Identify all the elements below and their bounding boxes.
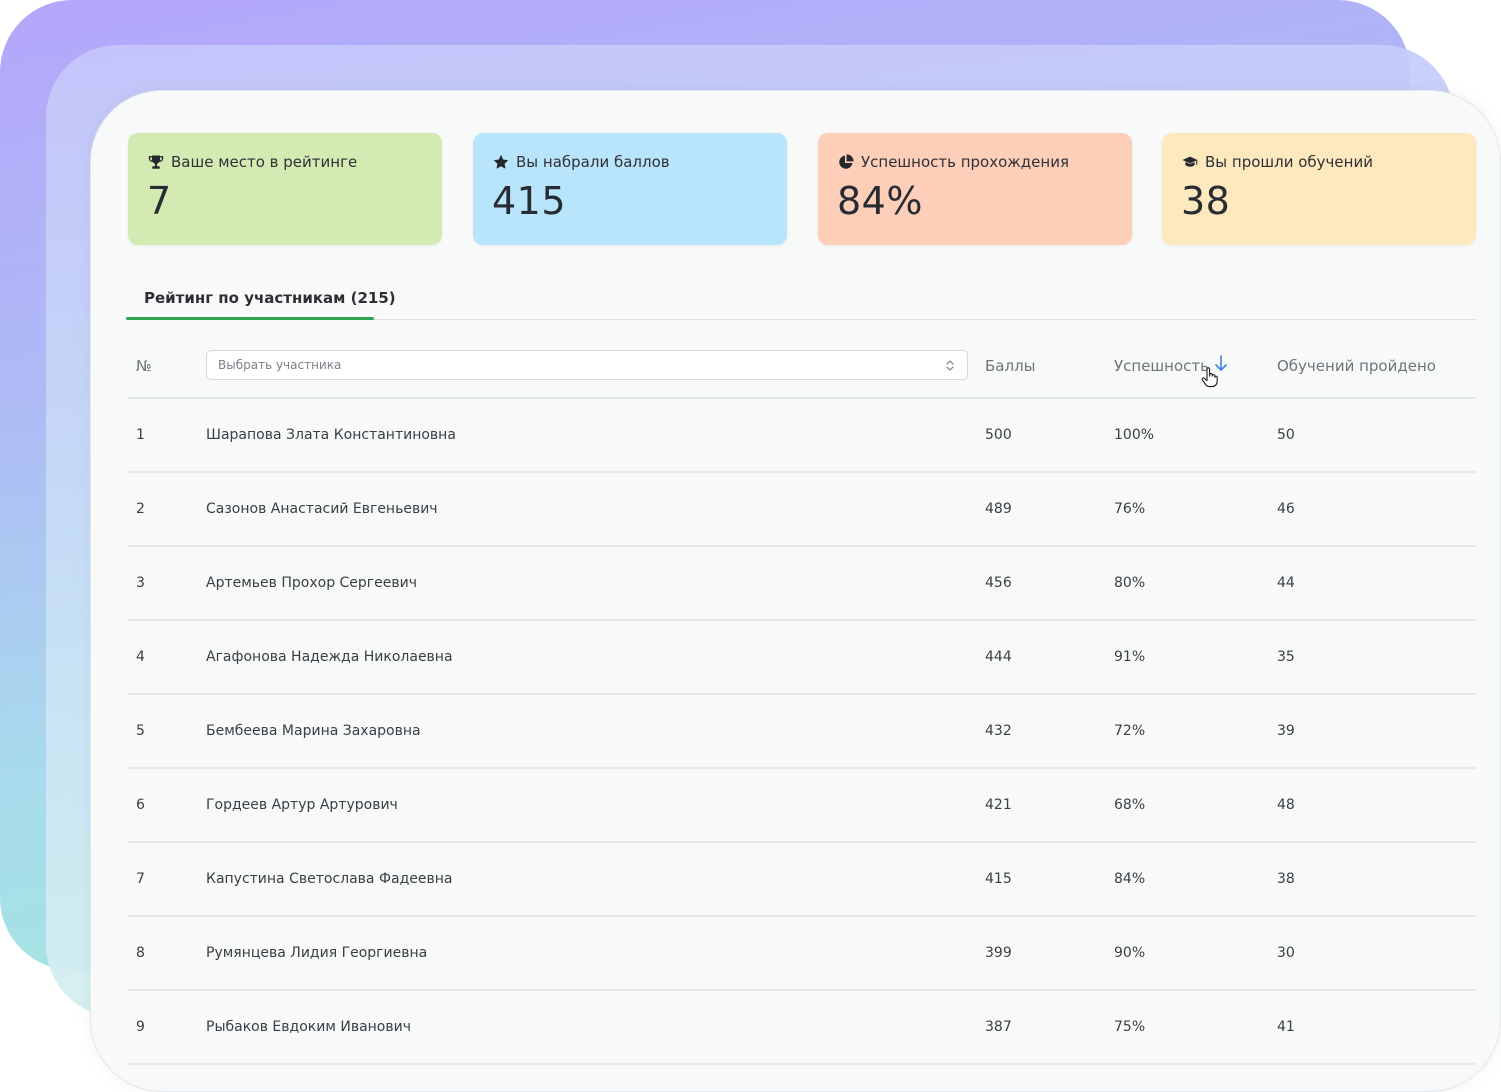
stat-value: 38 [1181,179,1231,223]
row-success: 80% [1114,575,1146,591]
table-row[interactable]: 7 Капустина Светослава Фадеевна 415 84% … [128,843,1476,917]
stat-card-success: Успешность прохождения 84% [818,133,1132,245]
row-number: 4 [136,649,145,665]
row-completed: 38 [1277,871,1295,887]
row-name: Артемьев Прохор Сергеевич [206,575,418,591]
table-header: № Выбрать участника Баллы Успешность Обу… [128,331,1476,399]
tab-divider [126,319,1476,320]
table-row[interactable]: 1 Шарапова Злата Константиновна 500 100%… [128,399,1476,473]
trophy-icon [148,155,164,169]
stat-value: 7 [147,179,172,223]
stat-value: 84% [837,179,923,223]
row-completed: 35 [1277,649,1295,665]
table-row[interactable]: 9 Рыбаков Евдоким Иванович 387 75% 41 [128,991,1476,1065]
row-name: Сазонов Анастасий Евгеньевич [206,501,438,517]
row-completed: 50 [1277,427,1295,443]
table-row[interactable]: 6 Гордеев Артур Артурович 421 68% 48 [128,769,1476,843]
stat-label-text: Вы прошли обучений [1205,153,1373,171]
table-row[interactable]: 5 Бембеева Марина Захаровна 432 72% 39 [128,695,1476,769]
row-number: 7 [136,871,145,887]
row-completed: 44 [1277,575,1295,591]
row-number: 6 [136,797,145,813]
header-number: № [136,357,152,375]
star-icon [493,154,509,169]
rating-panel: Ваше место в рейтинге 7 Вы набрали балло… [90,90,1501,1092]
table-row[interactable]: 8 Румянцева Лидия Георгиевна 399 90% 30 [128,917,1476,991]
stats-row: Ваше место в рейтинге 7 Вы набрали балло… [128,133,1476,245]
row-success: 72% [1114,723,1146,739]
row-score: 500 [985,427,1012,443]
row-number: 5 [136,723,145,739]
participant-select-placeholder: Выбрать участника [218,358,342,372]
participant-select[interactable]: Выбрать участника [206,350,968,380]
row-number: 9 [136,1019,145,1035]
sort-arrow-down-icon[interactable] [1214,355,1228,372]
row-success: 76% [1114,501,1146,517]
row-score: 489 [985,501,1012,517]
row-name: Рыбаков Евдоким Иванович [206,1019,411,1035]
table-row[interactable]: 4 Агафонова Надежда Николаевна 444 91% 3… [128,621,1476,695]
row-score: 387 [985,1019,1012,1035]
graduation-cap-icon [1182,156,1198,167]
row-number: 1 [136,427,145,443]
header-completed[interactable]: Обучений пройдено [1277,357,1436,375]
row-success: 90% [1114,945,1146,961]
chevron-up-down-icon [946,360,954,371]
hand-cursor-icon [1201,367,1218,388]
header-score[interactable]: Баллы [985,357,1036,375]
row-name: Шарапова Злата Константиновна [206,427,456,443]
table-row[interactable]: 2 Сазонов Анастасий Евгеньевич 489 76% 4… [128,473,1476,547]
tab-active-indicator [126,317,374,320]
row-number: 2 [136,501,145,517]
row-name: Бембеева Марина Захаровна [206,723,421,739]
row-number: 3 [136,575,145,591]
row-success: 100% [1114,427,1155,443]
row-name: Капустина Светослава Фадеевна [206,871,453,887]
row-success: 68% [1114,797,1146,813]
row-success: 84% [1114,871,1146,887]
pie-chart-icon [839,154,854,169]
stat-label-text: Вы набрали баллов [516,153,670,171]
row-score: 415 [985,871,1012,887]
row-completed: 41 [1277,1019,1295,1035]
row-success: 91% [1114,649,1146,665]
row-score: 432 [985,723,1012,739]
stat-label-text: Успешность прохождения [861,153,1069,171]
rating-table: № Выбрать участника Баллы Успешность Обу… [128,331,1476,1065]
row-completed: 46 [1277,501,1295,517]
tab-participants-rating[interactable]: Рейтинг по участникам (215) [144,289,396,307]
row-completed: 48 [1277,797,1295,813]
stat-card-points: Вы набрали баллов 415 [473,133,787,245]
row-score: 421 [985,797,1012,813]
stat-label-text: Ваше место в рейтинге [171,153,358,171]
stat-value: 415 [492,179,567,223]
stat-card-rank: Ваше место в рейтинге 7 [128,133,442,245]
row-name: Румянцева Лидия Георгиевна [206,945,428,961]
stat-card-courses: Вы прошли обучений 38 [1162,133,1476,245]
table-row[interactable]: 3 Артемьев Прохор Сергеевич 456 80% 44 [128,547,1476,621]
header-success[interactable]: Успешность [1114,357,1209,375]
row-score: 399 [985,945,1012,961]
row-success: 75% [1114,1019,1146,1035]
row-score: 456 [985,575,1012,591]
row-name: Гордеев Артур Артурович [206,797,398,813]
row-name: Агафонова Надежда Николаевна [206,649,453,665]
row-score: 444 [985,649,1012,665]
row-completed: 39 [1277,723,1295,739]
row-number: 8 [136,945,145,961]
row-completed: 30 [1277,945,1295,961]
